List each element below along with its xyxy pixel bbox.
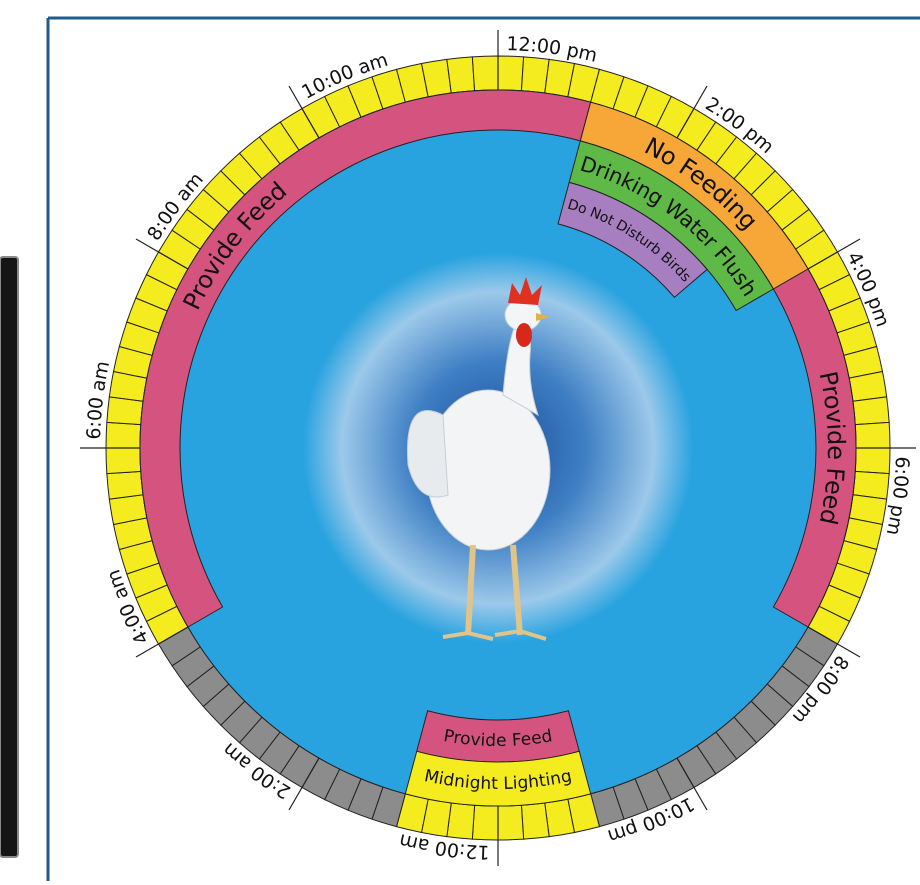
hour-cell — [521, 803, 549, 839]
hour-cell — [106, 448, 141, 474]
hour-cell — [855, 422, 890, 448]
hour-cell — [472, 56, 498, 91]
side-image — [0, 257, 18, 857]
page: {"time_labels": ["12:00 pm", "2:00 pm", … — [0, 0, 920, 881]
hour-cell — [855, 448, 890, 474]
hour-cell — [498, 56, 524, 91]
hour-cell — [498, 805, 524, 840]
hour-cell — [106, 422, 141, 448]
schedule-wheel: Provide FeedNo FeedingProvide FeedDrinki… — [0, 0, 920, 881]
hour-cell — [107, 471, 143, 499]
hour-cell — [447, 57, 475, 93]
hour-cell — [853, 397, 889, 425]
hour-cell — [472, 805, 498, 840]
